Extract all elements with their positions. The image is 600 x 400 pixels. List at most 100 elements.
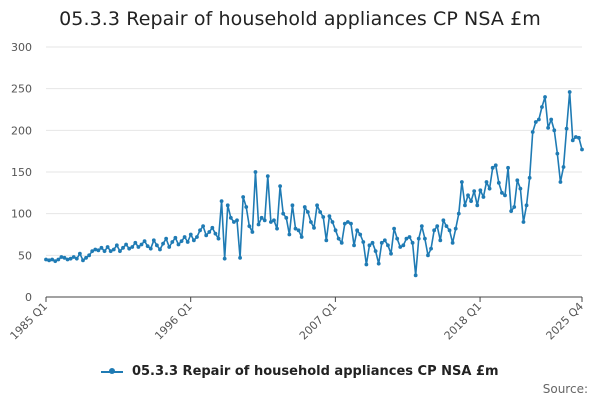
data-point [53, 259, 58, 264]
data-point [275, 226, 279, 231]
data-point [293, 226, 298, 231]
x-tick-label: 1996 Q1 [152, 300, 195, 343]
data-point [413, 273, 418, 278]
data-point [540, 105, 544, 109]
data-point [71, 255, 76, 259]
data-point [290, 203, 295, 208]
data-point [580, 147, 584, 152]
data-point [395, 236, 400, 241]
data-point [386, 243, 390, 248]
data-point [158, 247, 162, 252]
data-point [493, 163, 498, 168]
data-point [145, 244, 150, 249]
data-point [533, 120, 538, 124]
data-point [296, 228, 301, 233]
data-point [490, 165, 495, 170]
data-point [133, 240, 138, 245]
data-point [105, 245, 110, 249]
data-point [536, 117, 541, 122]
data-point [339, 240, 344, 245]
y-tick-label: 300 [11, 41, 32, 54]
data-point [299, 235, 304, 239]
data-point [352, 243, 356, 248]
data-point [127, 246, 132, 251]
data-point [167, 245, 172, 249]
data-point [401, 243, 406, 248]
x-axis-ticks: 1985 Q1 1996 Q1 2007 Q1 2018 Q1 2025 Q4 [8, 297, 586, 343]
data-point [527, 175, 532, 180]
legend[interactable]: 05.3.3 Repair of household appliances CP… [0, 364, 600, 379]
legend-dot [109, 367, 116, 374]
data-point [213, 231, 218, 236]
data-point [253, 170, 258, 174]
data-point [47, 258, 51, 263]
data-point [77, 251, 82, 256]
data-point [506, 165, 510, 170]
data-point [87, 253, 92, 258]
data-point [118, 249, 122, 254]
data-point [96, 248, 101, 253]
data-point [567, 90, 572, 94]
data-point [438, 238, 443, 243]
data-point [422, 236, 427, 241]
data-point [281, 211, 286, 216]
data-point [278, 184, 283, 189]
data-point [173, 235, 178, 240]
data-point [114, 243, 119, 248]
data-point [481, 195, 486, 199]
data-point [364, 262, 369, 267]
data-point [429, 246, 433, 251]
data-point [358, 232, 363, 237]
data-point [154, 243, 159, 248]
data-point [444, 224, 449, 229]
data-point [182, 235, 187, 239]
data-point [238, 255, 242, 260]
data-point [241, 195, 246, 199]
chart-title: 05.3.3 Repair of household appliances CP… [59, 8, 541, 30]
data-point [272, 218, 276, 223]
data-point [466, 193, 470, 198]
data-point [108, 249, 113, 254]
data-point [330, 220, 335, 224]
data-point [561, 165, 566, 169]
series-points [44, 90, 584, 278]
data-point [469, 199, 474, 204]
data-point [564, 126, 569, 131]
data-point [161, 241, 165, 246]
data-point [555, 151, 560, 156]
x-tick-label: 2007 Q1 [297, 300, 340, 343]
data-point [530, 130, 535, 134]
data-point [382, 238, 387, 243]
data-point [247, 224, 252, 229]
data-point [373, 249, 378, 254]
data-point [232, 220, 236, 224]
data-point [410, 240, 415, 245]
data-point [130, 245, 135, 249]
data-point [195, 235, 199, 239]
data-point [453, 226, 458, 231]
data-point [379, 240, 384, 245]
data-point [207, 230, 212, 234]
data-point [543, 95, 547, 99]
data-point [176, 242, 181, 247]
data-point [198, 228, 202, 233]
data-point [426, 253, 430, 258]
y-tick-label: 50 [18, 249, 32, 262]
data-point [188, 232, 193, 237]
data-point [201, 224, 206, 229]
data-point [419, 224, 424, 229]
data-point [250, 230, 255, 234]
data-point [355, 228, 360, 233]
data-point [472, 189, 477, 194]
data-point [456, 211, 461, 216]
data-point [333, 228, 338, 233]
data-point [349, 221, 353, 226]
y-tick-label: 0 [25, 291, 32, 304]
data-point [287, 232, 292, 237]
data-point [305, 210, 310, 214]
data-point [121, 245, 125, 250]
data-point [441, 218, 446, 223]
data-point [284, 215, 289, 220]
y-tick-label: 150 [11, 166, 32, 179]
data-point [139, 242, 144, 247]
